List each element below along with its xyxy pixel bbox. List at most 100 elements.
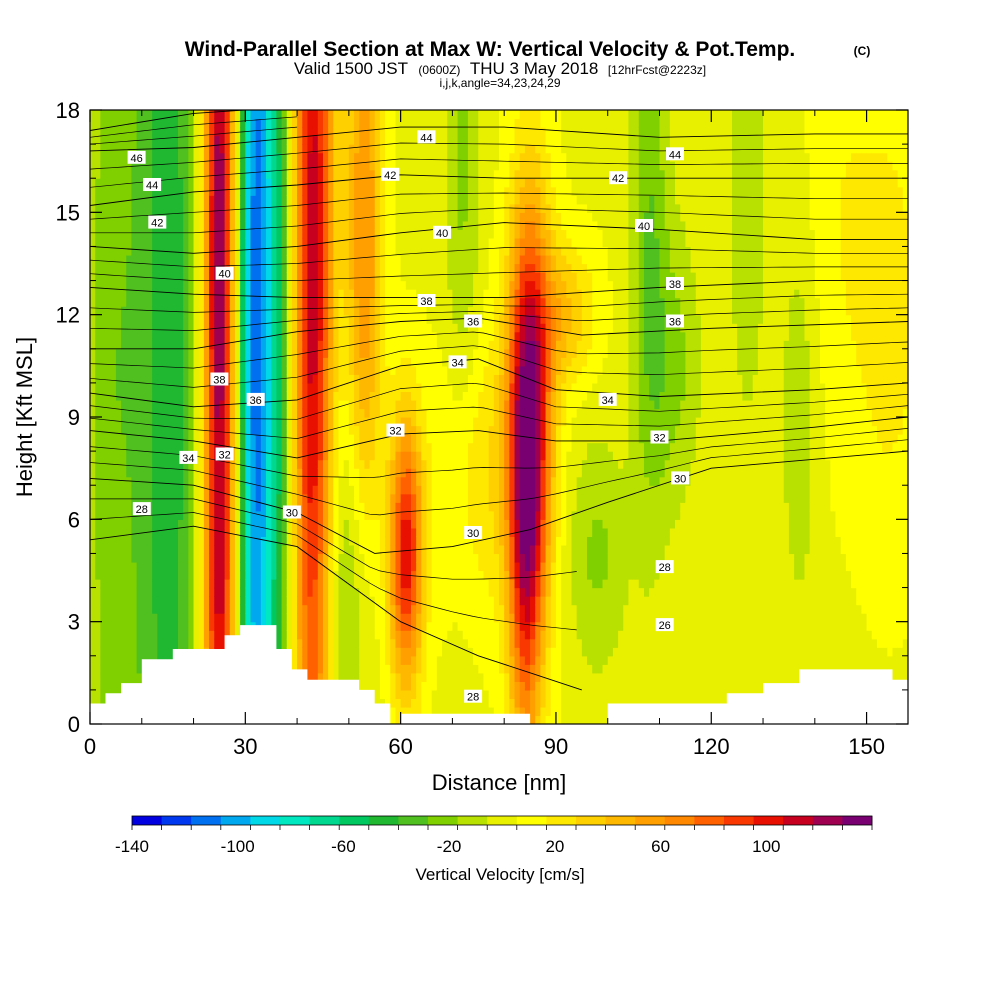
heatmap-cell: [245, 195, 252, 205]
heatmap-cell: [364, 613, 371, 623]
heatmap-cell: [421, 118, 428, 128]
heatmap-cell: [105, 502, 112, 512]
heatmap-cell: [167, 212, 174, 222]
heatmap-cell: [400, 195, 407, 205]
heatmap-cell: [136, 647, 143, 657]
heatmap-cell: [224, 621, 231, 631]
heatmap-cell: [281, 553, 288, 563]
heatmap-cell: [400, 459, 407, 469]
heatmap-cell: [229, 527, 236, 537]
heatmap-cell: [405, 536, 412, 546]
heatmap-cell: [178, 527, 184, 537]
heatmap-cell: [291, 391, 298, 401]
heatmap-cell: [255, 186, 262, 196]
heatmap-cell: [162, 178, 169, 188]
heatmap-cell: [359, 459, 365, 469]
heatmap-cell: [245, 527, 252, 537]
heatmap-cell: [281, 587, 288, 597]
heatmap-cell: [224, 212, 231, 222]
heatmap-cell: [152, 519, 158, 529]
heatmap-cell: [359, 195, 365, 205]
heatmap-cell: [224, 425, 231, 435]
heatmap-cell: [121, 374, 127, 384]
heatmap-cell: [442, 297, 448, 307]
heatmap-cell: [146, 382, 153, 393]
heatmap-cell: [426, 510, 433, 520]
heatmap-cell: [312, 672, 319, 682]
heatmap-cell: [431, 630, 438, 640]
heatmap-cell: [442, 306, 448, 316]
heatmap-cell: [390, 613, 397, 623]
heatmap-cell: [110, 110, 117, 120]
heatmap-cell: [431, 357, 438, 367]
heatmap-cell: [307, 186, 314, 196]
heatmap-cell: [260, 263, 267, 273]
heatmap-cell: [333, 229, 340, 239]
heatmap-cell: [400, 110, 407, 120]
heatmap-cell: [348, 323, 355, 333]
heatmap-cell: [405, 118, 412, 128]
heatmap-cell: [416, 161, 422, 171]
heatmap-cell: [141, 297, 148, 307]
heatmap-cell: [291, 459, 298, 469]
heatmap-cell: [193, 340, 200, 350]
heatmap-cell: [359, 178, 365, 188]
heatmap-cell: [317, 561, 324, 572]
heatmap-cell: [121, 451, 127, 461]
heatmap-cell: [100, 510, 107, 520]
heatmap-cell: [141, 195, 148, 205]
heatmap-cell: [146, 135, 153, 145]
heatmap-cell: [167, 408, 174, 418]
heatmap-cell: [431, 655, 438, 665]
heatmap-cell: [328, 237, 334, 248]
heatmap-cell: [447, 561, 454, 572]
heatmap-cell: [312, 621, 319, 631]
heatmap-cell: [260, 613, 267, 623]
heatmap-cell: [126, 570, 133, 580]
heatmap-cell: [328, 425, 334, 435]
heatmap-cell: [260, 468, 267, 478]
heatmap-cell: [162, 229, 169, 239]
heatmap-cell: [281, 178, 288, 188]
heatmap-cell: [276, 323, 283, 333]
heatmap-cell: [234, 357, 241, 367]
heatmap-cell: [348, 272, 355, 282]
heatmap-cell: [203, 374, 210, 384]
heatmap-cell: [400, 621, 407, 631]
heatmap-cell: [245, 348, 252, 358]
heatmap-cell: [162, 169, 169, 179]
heatmap-cell: [157, 374, 164, 384]
heatmap-cell: [436, 220, 443, 230]
heatmap-cell: [110, 118, 117, 128]
heatmap-cell: [141, 272, 148, 282]
heatmap-cell: [131, 323, 138, 333]
heatmap-cell: [276, 229, 283, 239]
heatmap-cell: [302, 442, 309, 452]
heatmap-cell: [260, 348, 267, 358]
heatmap-cell: [421, 502, 428, 512]
heatmap-cell: [333, 527, 340, 537]
heatmap-cell: [178, 203, 184, 213]
heatmap-cell: [276, 127, 283, 137]
heatmap-cell: [442, 374, 448, 384]
heatmap-cell: [240, 604, 246, 614]
heatmap-cell: [183, 587, 189, 597]
heatmap-cell: [214, 135, 221, 145]
heatmap-cell: [297, 348, 303, 358]
heatmap-cell: [167, 263, 174, 273]
heatmap-cell: [359, 186, 365, 196]
heatmap-cell: [100, 246, 107, 256]
heatmap-cell: [426, 254, 433, 265]
heatmap-cell: [442, 178, 448, 188]
heatmap-cell: [229, 152, 236, 162]
heatmap-cell: [131, 246, 138, 256]
heatmap-cell: [281, 579, 288, 589]
heatmap-cell: [297, 237, 303, 248]
heatmap-cell: [421, 178, 428, 188]
heatmap-cell: [291, 561, 298, 572]
heatmap-cell: [209, 476, 215, 486]
heatmap-cell: [90, 638, 96, 648]
heatmap-cell: [178, 536, 184, 546]
heatmap-cell: [379, 289, 386, 299]
heatmap-cell: [209, 442, 215, 452]
